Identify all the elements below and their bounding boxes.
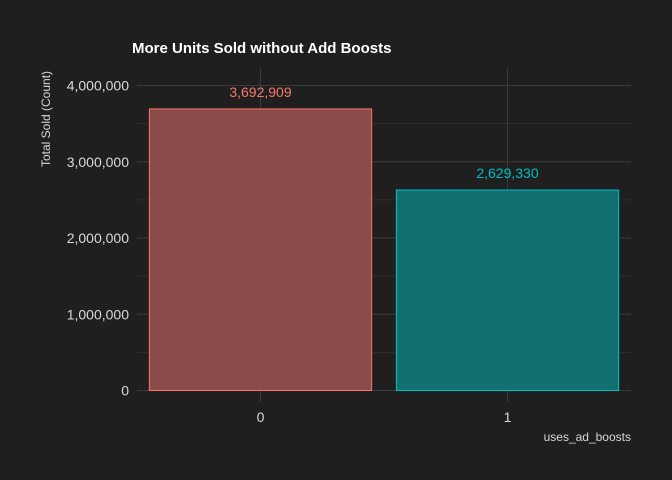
y-tick-label: 0: [121, 383, 129, 399]
chart-title: More Units Sold without Add Boosts: [132, 40, 391, 57]
bar-0: [148, 108, 373, 392]
bars-layer: [148, 108, 620, 392]
y-tick-label: 3,000,000: [67, 154, 129, 170]
y-tick-label: 2,000,000: [67, 230, 129, 246]
x-axis-title: uses_ad_boosts: [544, 430, 631, 444]
y-tick-label: 4,000,000: [67, 78, 129, 94]
value-labels-layer: 3,692,909 2,629,330: [229, 84, 538, 181]
y-axis-title: Total Sold (Count): [39, 71, 53, 167]
x-tick-label: 1: [504, 409, 512, 425]
y-tick-label: 1,000,000: [67, 306, 129, 322]
x-tick-label: 0: [257, 409, 265, 425]
value-label-1: 2,629,330: [476, 165, 538, 181]
y-axis: 0 1,000,000 2,000,000 3,000,000 4,000,000: [67, 78, 130, 399]
value-label-0: 3,692,909: [229, 84, 291, 100]
bar-1: [395, 189, 620, 391]
